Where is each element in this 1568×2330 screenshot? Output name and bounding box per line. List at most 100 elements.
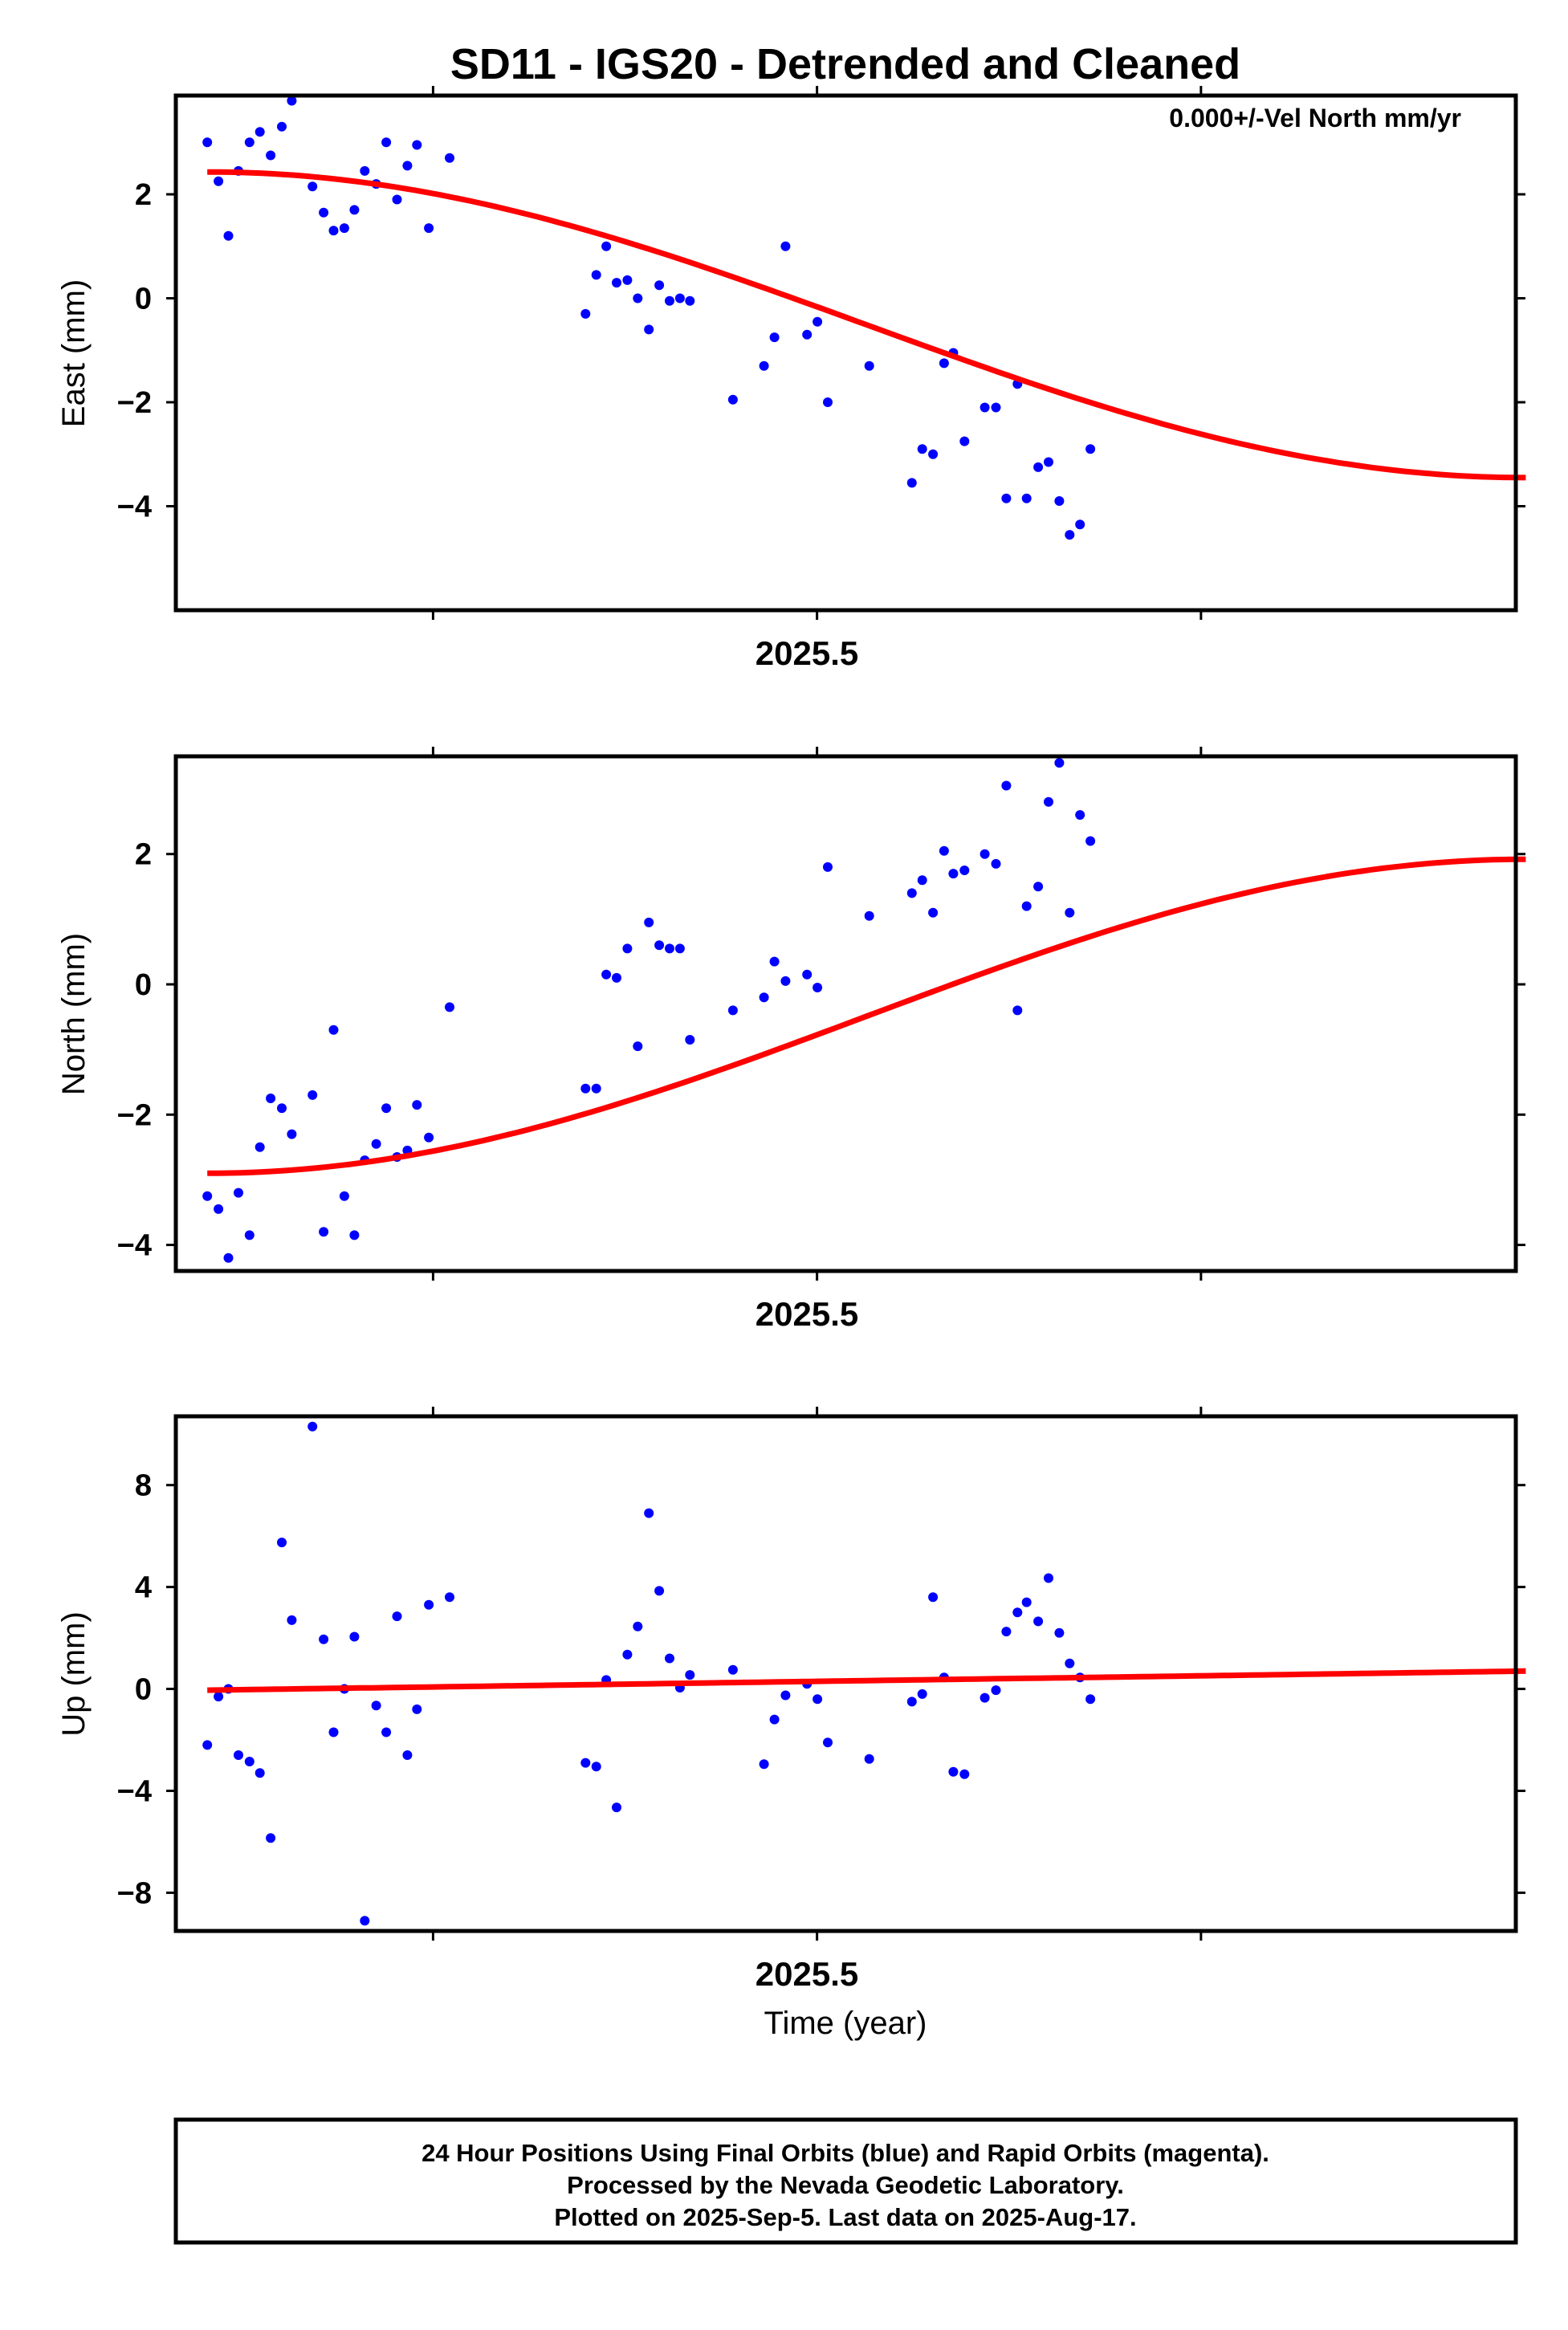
north-data-point bbox=[991, 858, 1001, 869]
east-data-point bbox=[339, 223, 349, 234]
east-data-point bbox=[392, 194, 402, 205]
north-data-point bbox=[780, 976, 791, 986]
north-fit-line bbox=[207, 856, 1526, 1176]
up-plot-frame bbox=[173, 1414, 1518, 1933]
up-y-tick-label: −8 bbox=[117, 1876, 152, 1910]
east-panel: 2 0 −2 −4 2025.5 East (mm) 0.000+/-Vel Nort… bbox=[56, 86, 1526, 672]
north-data-point bbox=[277, 1103, 287, 1114]
north-data-point bbox=[255, 1142, 265, 1152]
up-data-point bbox=[1001, 1627, 1012, 1637]
north-data-point bbox=[928, 907, 939, 918]
east-data-point bbox=[917, 444, 927, 454]
east-data-point bbox=[769, 332, 780, 343]
east-data-point bbox=[654, 280, 665, 291]
up-data-point bbox=[928, 1592, 939, 1603]
footer-line-2: Processed by the Nevada Geodetic Laborat… bbox=[567, 2171, 1124, 2199]
east-data-point bbox=[633, 293, 643, 303]
north-y-tick-label: −2 bbox=[117, 1098, 152, 1132]
north-data-point bbox=[339, 1191, 349, 1201]
north-data-point bbox=[591, 1083, 601, 1094]
north-data-point bbox=[813, 983, 823, 992]
east-y-tick-label: −2 bbox=[117, 386, 152, 420]
north-data-point bbox=[979, 849, 990, 859]
east-data-point bbox=[1075, 519, 1085, 530]
north-y-tick-label: −4 bbox=[117, 1229, 152, 1263]
north-data-point bbox=[214, 1204, 224, 1214]
north-data-point bbox=[665, 943, 674, 954]
east-data-point bbox=[580, 308, 591, 319]
footer-box: 24 Hour Positions Using Final Orbits (bl… bbox=[173, 2117, 1518, 2245]
north-data-point bbox=[948, 869, 959, 879]
up-y-axis-label: Up (mm) bbox=[56, 1611, 92, 1737]
north-data-point bbox=[769, 956, 780, 967]
north-data-point bbox=[580, 1083, 591, 1094]
east-data-point bbox=[939, 358, 949, 369]
up-data-point bbox=[214, 1692, 224, 1702]
east-data-point bbox=[381, 137, 392, 148]
up-data-point bbox=[823, 1737, 833, 1748]
up-data-point bbox=[1085, 1694, 1096, 1705]
up-data-point bbox=[412, 1704, 422, 1714]
east-data-point bbox=[823, 397, 833, 407]
up-fit-line bbox=[207, 1668, 1526, 1693]
up-data-point bbox=[424, 1599, 434, 1610]
north-data-point bbox=[823, 862, 833, 872]
east-data-point bbox=[328, 226, 339, 236]
north-data-point bbox=[612, 972, 621, 983]
up-data-point bbox=[1065, 1658, 1075, 1668]
up-data-point bbox=[202, 1740, 213, 1750]
east-x-tick-label-2025-5: 2025.5 bbox=[755, 634, 858, 672]
east-data-point bbox=[1033, 462, 1044, 472]
north-data-point bbox=[1033, 882, 1044, 892]
north-data-point bbox=[601, 969, 612, 980]
east-data-point bbox=[1021, 493, 1032, 503]
north-data-point bbox=[802, 969, 813, 980]
east-data-point bbox=[360, 165, 370, 176]
up-y-tick-label: 8 bbox=[135, 1469, 152, 1503]
up-data-point bbox=[307, 1421, 318, 1432]
up-ticks: 8 4 0 −4 −8 bbox=[117, 1407, 1525, 1941]
up-data-point bbox=[402, 1750, 413, 1760]
up-data-point bbox=[360, 1916, 370, 1926]
up-panel: 8 4 0 −4 −8 2025.5 Up (mm) bbox=[56, 1407, 1526, 1993]
east-data-point bbox=[928, 449, 939, 459]
north-plot-frame bbox=[173, 754, 1518, 1273]
north-data-point bbox=[202, 1191, 213, 1201]
east-fit-line bbox=[207, 169, 1526, 481]
east-data-point bbox=[906, 478, 917, 488]
east-data-point bbox=[622, 275, 633, 285]
east-data-point bbox=[1044, 457, 1053, 467]
up-data-point bbox=[445, 1592, 454, 1603]
up-data-point bbox=[991, 1685, 1001, 1696]
east-y-tick-label: −4 bbox=[117, 491, 152, 524]
up-data-point bbox=[665, 1653, 674, 1664]
north-data-point bbox=[349, 1230, 360, 1240]
east-data-point bbox=[591, 270, 601, 280]
north-data-point bbox=[1044, 796, 1053, 807]
north-data-point bbox=[864, 910, 874, 921]
up-data-point bbox=[328, 1727, 339, 1737]
north-data-point bbox=[1054, 758, 1065, 768]
up-data-point bbox=[769, 1714, 780, 1725]
east-data-point bbox=[759, 360, 769, 371]
up-y-tick-label: −4 bbox=[117, 1774, 152, 1808]
east-data-point bbox=[674, 293, 685, 303]
east-data-point bbox=[864, 360, 874, 371]
north-data-point bbox=[307, 1090, 318, 1100]
up-data-point bbox=[622, 1649, 633, 1660]
up-data-point bbox=[266, 1833, 276, 1843]
east-data-point bbox=[685, 295, 695, 306]
east-data-point bbox=[424, 223, 434, 234]
east-plot-frame bbox=[173, 93, 1518, 613]
north-data-point bbox=[287, 1129, 297, 1139]
east-y-axis-label: East (mm) bbox=[56, 279, 92, 427]
up-data-point bbox=[319, 1634, 329, 1644]
up-y-tick-label: 4 bbox=[135, 1571, 152, 1605]
north-data-point bbox=[223, 1253, 234, 1263]
east-data-point bbox=[307, 181, 318, 192]
up-data-point bbox=[255, 1768, 265, 1778]
north-data-point bbox=[1085, 836, 1096, 846]
up-data-point bbox=[287, 1615, 297, 1625]
north-data-point bbox=[328, 1024, 339, 1035]
east-y-tick-label: 0 bbox=[135, 283, 152, 316]
